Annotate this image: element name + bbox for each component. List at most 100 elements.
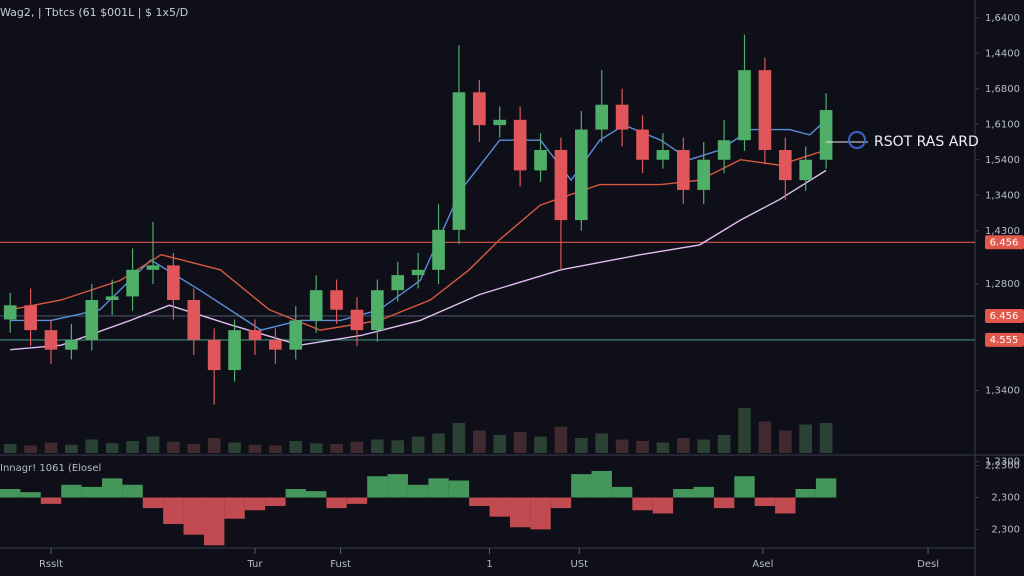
osc-bar: [509, 497, 531, 528]
osc-bar: [815, 478, 837, 498]
candle-body: [778, 149, 792, 181]
osc-bar: [183, 497, 204, 535]
osc-bar: [530, 497, 551, 530]
candle-body: [534, 149, 547, 171]
volume-bar: [207, 438, 221, 453]
y-tick-label: 1,2300: [985, 457, 1020, 468]
volume-bar: [411, 436, 425, 453]
volume-bar: [350, 441, 364, 453]
x-tick-label: 1: [486, 559, 492, 570]
candle-body: [350, 309, 364, 331]
osc-bar: [203, 497, 225, 546]
candle-body: [452, 92, 466, 230]
chart-title: Wag2, | Tbtcs (61 $001L | $ 1x5/D: [0, 6, 188, 19]
volume-bar: [3, 444, 17, 453]
candle-body: [595, 104, 609, 130]
volume-bar: [248, 444, 262, 453]
candle-body: [717, 140, 731, 160]
volume-bar: [330, 444, 343, 453]
marker-label: RSOT RAS ARD: [874, 134, 979, 150]
candle-body: [575, 129, 588, 221]
candle-body: [65, 339, 78, 350]
volume-bar: [44, 442, 58, 453]
osc-bar: [489, 497, 510, 517]
candle-body: [248, 330, 262, 340]
x-tick-label: USt: [570, 559, 588, 570]
candle-body: [330, 290, 343, 310]
y-tick-label: 1,4300: [985, 226, 1020, 237]
osc-bar: [40, 497, 62, 504]
y-tick-label: 1,6400: [985, 13, 1020, 24]
candle-body: [615, 104, 629, 130]
volume-bar: [473, 430, 486, 453]
marker-dot: [848, 131, 866, 149]
osc-bar: [20, 492, 41, 498]
volume-bar: [65, 444, 78, 453]
candle-body: [636, 129, 649, 160]
volume-bar: [269, 445, 282, 453]
candle-body: [656, 149, 670, 160]
osc-bar: [61, 484, 82, 498]
volume-bar: [24, 445, 37, 453]
osc-bar: [632, 497, 653, 511]
osc-bar: [81, 486, 102, 498]
osc-bar: [611, 486, 633, 498]
osc-bar: [693, 486, 714, 498]
volume-bar: [636, 441, 649, 453]
candle-body: [738, 70, 751, 141]
oscillator-label: Innagr! 1061 (Elosel: [0, 463, 101, 474]
osc-bar: [713, 497, 735, 509]
osc-bar: [448, 480, 470, 498]
osc-bar: [224, 497, 245, 519]
price-tag: [985, 308, 1024, 323]
price-tag-label: 4.555: [990, 335, 1019, 346]
volume-bar: [799, 424, 813, 453]
x-tick-label: Asel: [752, 559, 773, 570]
x-tick-label: Rsslt: [39, 559, 63, 570]
candle-body: [228, 330, 241, 371]
candle-body: [391, 275, 405, 291]
volume-bar: [289, 441, 303, 453]
price-tag-label: 6.456: [990, 311, 1019, 322]
osc-bar: [673, 489, 694, 498]
osc-tick-label: 2,300: [991, 493, 1020, 504]
volume-bar: [309, 443, 323, 453]
candle-body: [513, 119, 527, 171]
y-tick-label: 1,6800: [985, 84, 1020, 95]
candle-body: [44, 330, 58, 350]
candle-body: [676, 149, 690, 190]
y-tick-label: 1,3400: [985, 190, 1020, 201]
osc-bar: [652, 497, 674, 514]
osc-bar: [265, 497, 286, 506]
price-tag: [985, 235, 1024, 250]
volume-bar: [167, 441, 180, 453]
candle-body: [411, 269, 425, 276]
osc-bar: [285, 489, 306, 498]
osc-bar: [122, 484, 143, 498]
y-tick-label: 1,3400: [985, 386, 1020, 397]
candle-body: [371, 290, 384, 331]
volume-bar: [615, 439, 629, 453]
candle-body: [146, 265, 160, 270]
volume-bar: [391, 440, 405, 453]
volume-bar: [676, 438, 690, 453]
osc-bar: [346, 497, 368, 504]
osc-bar: [326, 497, 347, 509]
volume-bar: [778, 430, 792, 453]
volume-bar: [187, 444, 201, 453]
osc-bar: [469, 497, 490, 506]
moving-average: [10, 169, 827, 351]
osc-bar: [571, 474, 592, 498]
x-tick-label: Fust: [330, 559, 351, 570]
candle-body: [207, 339, 221, 371]
volume-bar: [493, 435, 507, 453]
osc-bar: [367, 476, 388, 498]
osc-bar: [0, 489, 21, 498]
y-tick-label: 1,5400: [985, 155, 1020, 166]
y-tick-label: 1,4400: [985, 48, 1020, 59]
candle-body: [187, 299, 201, 340]
osc-bar: [101, 478, 123, 498]
volume-bar: [432, 433, 445, 453]
